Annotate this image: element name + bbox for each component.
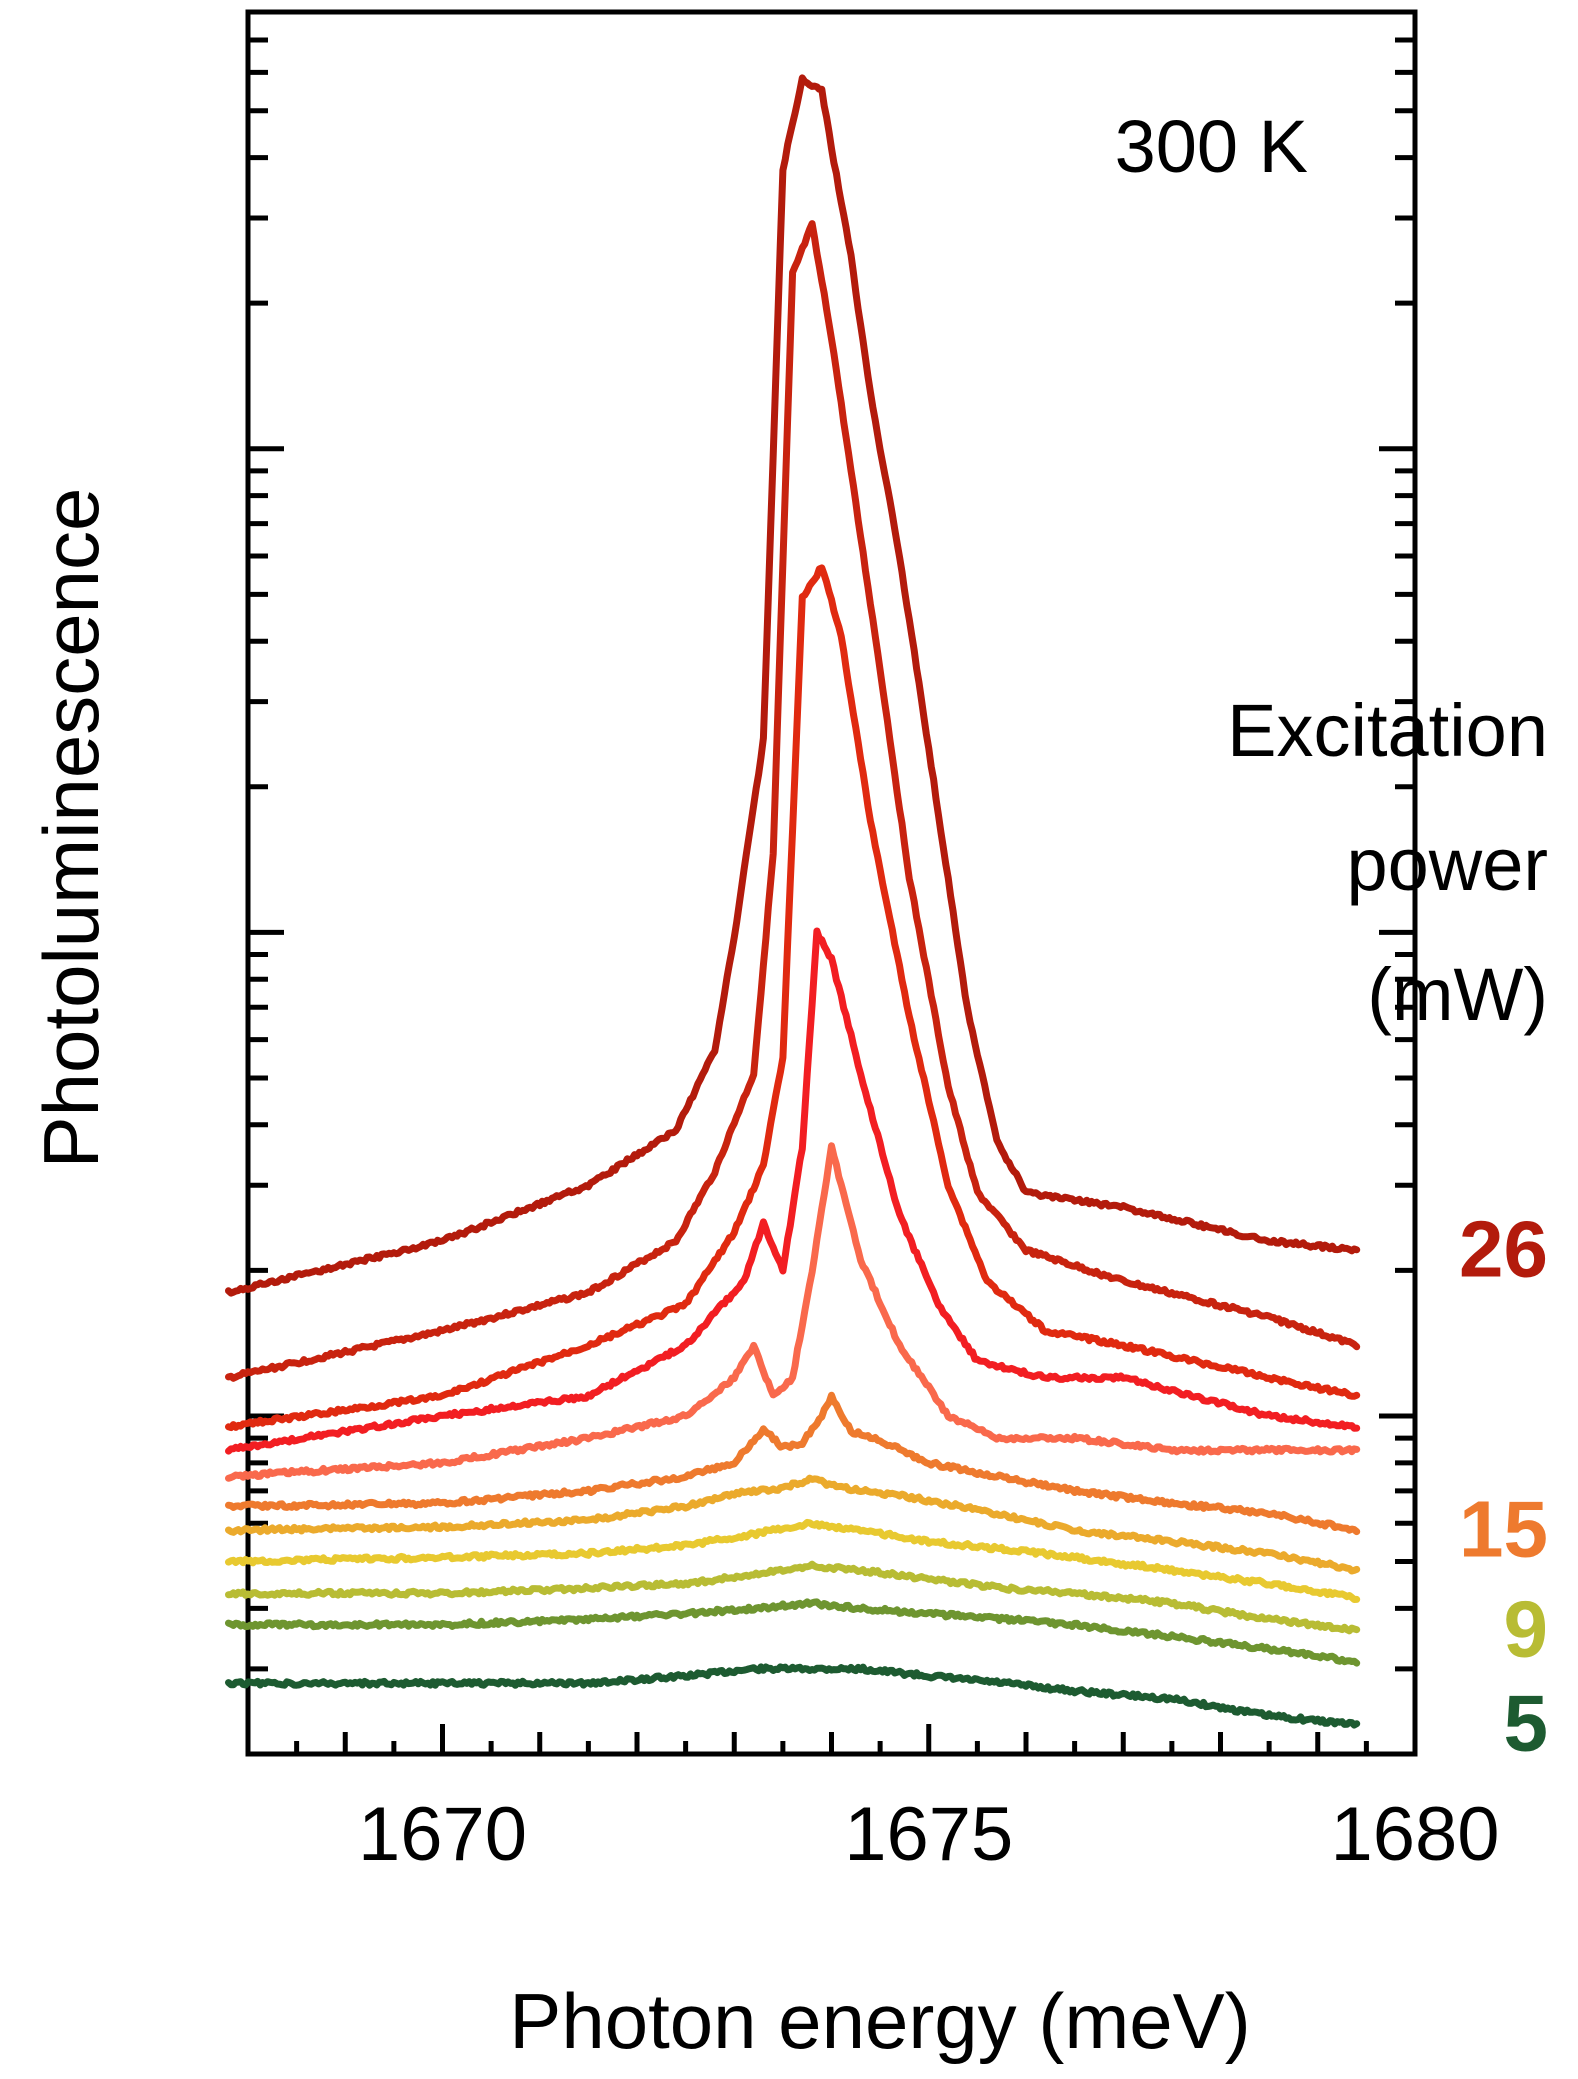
x-tick-label: 1680 [1330, 1792, 1499, 1877]
series-line [225, 1560, 1361, 1635]
series-line [225, 927, 1361, 1455]
x-tick-labels: 1670 1675 1680 [358, 1792, 1500, 1877]
plot-frame [245, 9, 1418, 1757]
y-axis-label: Photoluminescence [27, 488, 115, 1169]
series-line [225, 1142, 1361, 1482]
legend-title-line-2: power [1346, 823, 1548, 906]
axis-ticks [248, 37, 1415, 1754]
series-line [225, 220, 1361, 1382]
series-line [225, 564, 1361, 1432]
x-tick-label: 1670 [358, 1792, 527, 1877]
legend-title-line-3: (mW) [1367, 953, 1548, 1036]
legend-title-line-1: Excitation [1227, 689, 1548, 772]
series-line [225, 74, 1361, 1297]
x-tick-label: 1675 [844, 1792, 1013, 1877]
series-group [225, 74, 1361, 1729]
series-line [225, 1598, 1361, 1667]
x-axis-label: Photon energy (meV) [509, 1977, 1250, 2065]
series-label: 5 [1504, 1679, 1549, 1768]
temperature-annotation: 300 K [1115, 105, 1308, 188]
series-labels: 26 15 95 [1459, 1204, 1548, 1767]
series-line [225, 1474, 1361, 1575]
series-label: 9 [1504, 1585, 1549, 1674]
series-line [225, 1391, 1361, 1536]
series-line [225, 1518, 1361, 1603]
series-label: 15 [1459, 1484, 1548, 1573]
series-line [225, 1663, 1361, 1729]
series-label: 26 [1459, 1204, 1548, 1293]
